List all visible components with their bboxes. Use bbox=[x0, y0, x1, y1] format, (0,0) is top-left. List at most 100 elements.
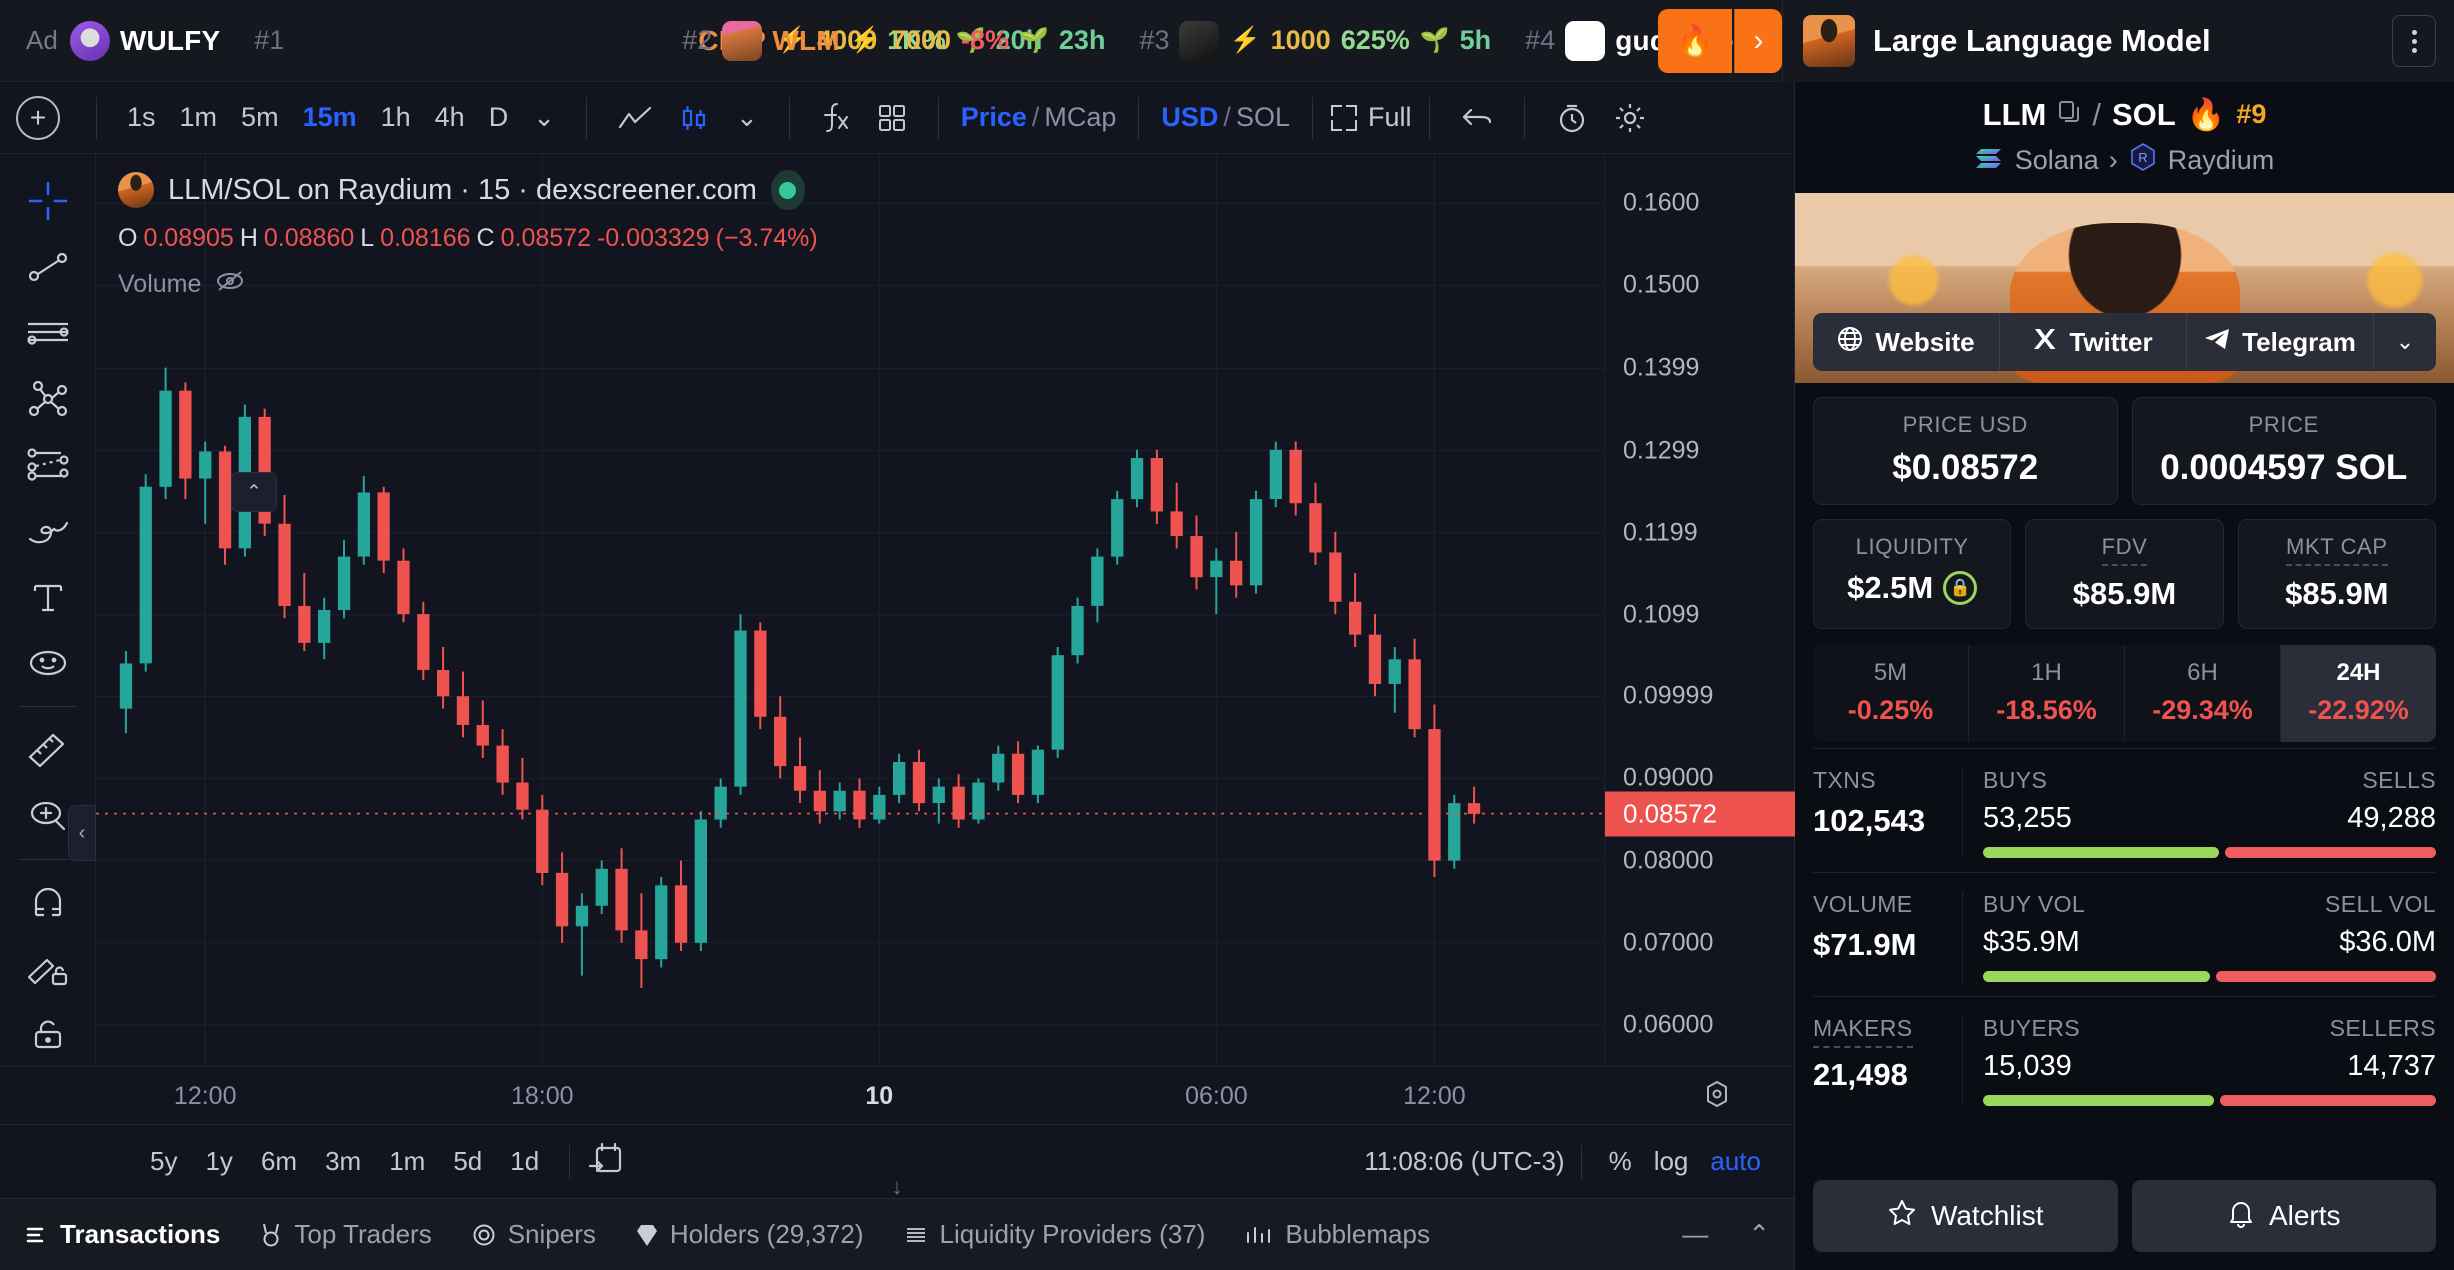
timeframe-1m[interactable]: 1m bbox=[179, 102, 218, 132]
ohlc-o-label: O bbox=[118, 224, 138, 252]
ticker-item-1[interactable]: #1 CHIP ⚡ 4000 1K% 🌱 20h bbox=[254, 25, 1042, 57]
eye-off-icon[interactable] bbox=[215, 269, 245, 300]
sell-vol-label: SELL VOL bbox=[2324, 891, 2436, 917]
tab-snipers[interactable]: Snipers bbox=[472, 1219, 596, 1250]
website-link[interactable]: Website bbox=[1813, 313, 2000, 371]
goto-date-icon[interactable] bbox=[586, 1140, 626, 1183]
trend-line-icon[interactable] bbox=[17, 236, 79, 298]
tab-holders[interactable]: Holders (29,372) bbox=[636, 1219, 864, 1250]
ohlc-o-value: 0.08905 bbox=[143, 224, 234, 252]
time-axis[interactable]: 12:00 18:00 10 06:00 12:00 bbox=[0, 1066, 1794, 1124]
emoji-icon[interactable] bbox=[17, 632, 79, 694]
timeframe-24h[interactable]: 24H -22.92% bbox=[2281, 645, 2436, 742]
timeframe-1h[interactable]: 1H -18.56% bbox=[1969, 645, 2125, 742]
sell-vol-bar bbox=[2215, 971, 2436, 982]
resize-handle[interactable]: ↓ bbox=[891, 1174, 903, 1199]
copy-icon[interactable] bbox=[2057, 97, 2081, 133]
range-5d[interactable]: 5d bbox=[453, 1146, 483, 1176]
chain-name[interactable]: Solana bbox=[2014, 145, 2099, 175]
mkt-cap-card: MKT CAP $85.9M bbox=[2237, 519, 2436, 629]
range-1y[interactable]: 1y bbox=[205, 1146, 233, 1176]
alerts-button[interactable]: Alerts bbox=[2131, 1180, 2436, 1252]
buyers-bar bbox=[1983, 1095, 2215, 1106]
twitter-link[interactable]: Twitter bbox=[2000, 313, 2187, 371]
gear-icon[interactable] bbox=[1601, 102, 1659, 134]
lock-icon[interactable] bbox=[17, 1004, 79, 1066]
price-option[interactable]: Price bbox=[960, 102, 1027, 132]
scale-log[interactable]: log bbox=[1653, 1146, 1689, 1176]
gudtek-avatar bbox=[1565, 20, 1606, 61]
chevrons-up-icon[interactable]: ⌃ bbox=[1748, 1219, 1770, 1249]
crosshair-icon[interactable] bbox=[17, 170, 79, 232]
magnet-icon[interactable] bbox=[17, 872, 79, 934]
tab-liquidity-providers[interactable]: Liquidity Providers (37) bbox=[904, 1219, 1205, 1250]
main-body: + 1s 1m 5m 15m 1h 4h D ⌄ ⌄ bbox=[0, 82, 2454, 1270]
tab-bubblemaps[interactable]: Bubblemaps bbox=[1245, 1219, 1430, 1250]
timeframe-6h[interactable]: 6H -29.34% bbox=[2125, 645, 2281, 742]
axis-settings-icon[interactable] bbox=[1702, 1079, 1732, 1116]
timeframe-4h[interactable]: 4h bbox=[434, 102, 465, 132]
pitchfork-icon[interactable] bbox=[17, 368, 79, 430]
price-axis[interactable]: 0.1600 0.1500 0.1399 0.1299 0.1199 0.1099 0.09… bbox=[1604, 154, 1795, 1066]
chart-type-chevron-down-icon[interactable]: ⌄ bbox=[736, 102, 758, 132]
ticker-promo-wulfy[interactable]: WULFY bbox=[69, 20, 221, 61]
add-indicator-button[interactable]: + bbox=[16, 95, 60, 140]
pencil-lock-icon[interactable] bbox=[17, 938, 79, 1000]
candlestick-icon[interactable] bbox=[665, 102, 723, 134]
collapse-pane-button[interactable]: ⌃ bbox=[231, 472, 277, 512]
mcap-option[interactable]: MCap bbox=[1044, 102, 1117, 132]
range-1d[interactable]: 1d bbox=[510, 1146, 540, 1176]
watchlist-button[interactable]: Watchlist bbox=[1813, 1180, 2118, 1252]
usd-sol-toggle[interactable]: USD / SOL bbox=[1161, 102, 1290, 132]
range-5y[interactable]: 5y bbox=[150, 1146, 178, 1176]
grid-icon[interactable] bbox=[864, 103, 920, 133]
brush-icon[interactable] bbox=[17, 500, 79, 562]
fx-icon[interactable] bbox=[808, 101, 864, 135]
chevron-down-icon[interactable]: ⌄ bbox=[2395, 329, 2415, 354]
kebab-menu-icon[interactable] bbox=[2392, 15, 2436, 67]
minimize-icon[interactable]: — bbox=[1682, 1219, 1709, 1249]
pair-info: LLM / SOL 🔥 #9 Solana › R bbox=[1795, 82, 2454, 179]
fullscreen-icon bbox=[1330, 104, 1357, 131]
page-title: Large Language Model bbox=[1873, 23, 2211, 58]
range-1m[interactable]: 1m bbox=[389, 1146, 426, 1176]
horizontal-lines-icon[interactable] bbox=[17, 302, 79, 364]
undo-icon[interactable] bbox=[1448, 105, 1506, 131]
stat-values: 53,255 49,288 bbox=[1983, 794, 2436, 835]
telegram-link[interactable]: Telegram bbox=[2187, 313, 2374, 371]
usd-option[interactable]: USD bbox=[1161, 102, 1219, 132]
collapse-drawing-toolbar-button[interactable]: ‹ bbox=[68, 805, 96, 861]
fullscreen-button[interactable]: Full bbox=[1330, 102, 1411, 133]
ticker-item-3[interactable]: #3 ⚡ 1000 625% 🌱 5h bbox=[1139, 20, 1491, 61]
sol-option[interactable]: SOL bbox=[1235, 102, 1290, 132]
scale-auto[interactable]: auto bbox=[1710, 1146, 1761, 1176]
range-6m[interactable]: 6m bbox=[260, 1146, 298, 1176]
scale-percent[interactable]: % bbox=[1608, 1146, 1632, 1176]
range-3m[interactable]: 3m bbox=[325, 1146, 362, 1176]
ticker-item-2[interactable]: #2 WLM ⚡ 7000 -8% 🌱 23h bbox=[682, 20, 1105, 61]
card-value: 0.0004597 SOL bbox=[2160, 448, 2408, 487]
chevron-down-icon[interactable]: ⌄ bbox=[533, 102, 555, 132]
tab-transactions[interactable]: Transactions bbox=[24, 1219, 220, 1250]
replay-icon[interactable] bbox=[1543, 102, 1601, 134]
timeframe-1h[interactable]: 1h bbox=[380, 102, 411, 132]
sellers-value: 14,737 bbox=[2347, 1050, 2436, 1082]
chart-plot[interactable]: LLM/SOL on Raydium · 15 · dexscreener.co… bbox=[96, 154, 1604, 1066]
parallel-channel-icon[interactable] bbox=[17, 434, 79, 496]
wlm-avatar bbox=[722, 20, 763, 61]
tab-top-traders[interactable]: Top Traders bbox=[260, 1219, 432, 1250]
ticker-next-button[interactable]: › bbox=[1734, 9, 1782, 73]
timeframe-1s[interactable]: 1s bbox=[127, 102, 156, 132]
timeframe-D[interactable]: D bbox=[488, 102, 509, 132]
line-chart-icon[interactable] bbox=[605, 105, 665, 131]
trending-fire-button[interactable]: 🔥 bbox=[1658, 9, 1732, 73]
timeframe-15m[interactable]: 15m bbox=[302, 102, 357, 132]
price-axis-label: 0.09999 bbox=[1623, 681, 1714, 710]
measure-icon[interactable] bbox=[17, 719, 79, 781]
dex-name[interactable]: Raydium bbox=[2167, 145, 2275, 175]
price-mcap-toggle[interactable]: Price / MCap bbox=[960, 102, 1117, 132]
text-icon[interactable] bbox=[17, 566, 79, 628]
timeframe-5m[interactable]: 5m bbox=[241, 102, 279, 132]
zoom-in-icon[interactable] bbox=[17, 785, 79, 847]
timeframe-5m[interactable]: 5M -0.25% bbox=[1813, 645, 1969, 742]
